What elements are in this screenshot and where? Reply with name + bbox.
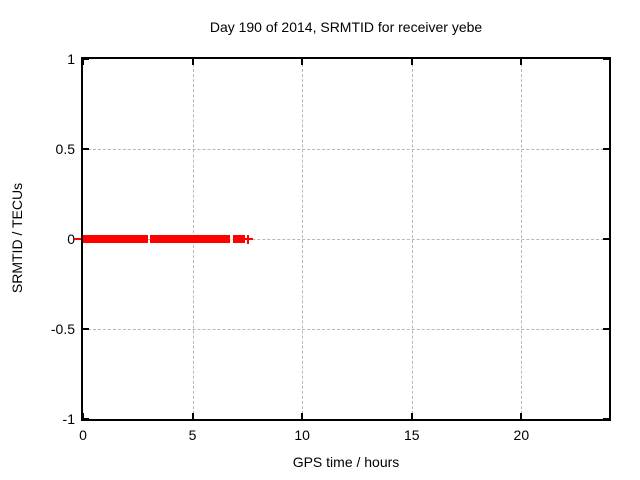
data-segment bbox=[83, 235, 148, 243]
y-tick-label: -1 bbox=[62, 411, 75, 427]
tick-mark bbox=[603, 58, 609, 60]
tick-mark bbox=[83, 58, 89, 60]
x-tick-label: 0 bbox=[79, 427, 87, 443]
tick-mark bbox=[410, 413, 413, 419]
tick-mark bbox=[301, 413, 304, 419]
tick-mark bbox=[603, 328, 609, 330]
tick-mark bbox=[603, 418, 609, 420]
plot-area bbox=[81, 57, 611, 421]
x-tick-label: 5 bbox=[188, 427, 197, 443]
x-tick-label: 20 bbox=[513, 427, 530, 443]
x-tick-label: 10 bbox=[294, 427, 310, 443]
y-tick-label: -0.5 bbox=[50, 321, 75, 337]
tick-mark bbox=[603, 238, 609, 240]
tick-mark bbox=[82, 413, 84, 419]
data-segment bbox=[149, 235, 230, 243]
data-segment bbox=[233, 235, 246, 243]
gridline-horizontal bbox=[83, 329, 609, 330]
tick-mark bbox=[83, 328, 89, 330]
gridline-horizontal bbox=[83, 149, 609, 150]
tick-mark bbox=[82, 59, 84, 65]
tick-mark bbox=[410, 59, 413, 65]
tick-mark bbox=[191, 413, 194, 419]
chart-title: Day 190 of 2014, SRMTID for receiver yeb… bbox=[209, 19, 483, 35]
tick-mark bbox=[301, 59, 304, 65]
tick-mark bbox=[520, 59, 523, 65]
tick-mark bbox=[603, 148, 609, 150]
marker-arm-overhang bbox=[74, 238, 81, 240]
y-tick-label: 1 bbox=[67, 51, 75, 67]
x-axis-label: GPS time / hours bbox=[292, 454, 400, 470]
tick-mark bbox=[83, 418, 89, 420]
gridline-horizontal bbox=[83, 239, 609, 240]
y-tick-label: 0 bbox=[67, 231, 75, 247]
y-tick-label: 0.5 bbox=[55, 141, 75, 157]
tick-mark bbox=[83, 148, 89, 150]
x-tick-label: 15 bbox=[403, 427, 420, 443]
tick-mark bbox=[520, 413, 523, 419]
tick-mark bbox=[191, 59, 194, 65]
data-point-plus-v bbox=[247, 235, 250, 244]
